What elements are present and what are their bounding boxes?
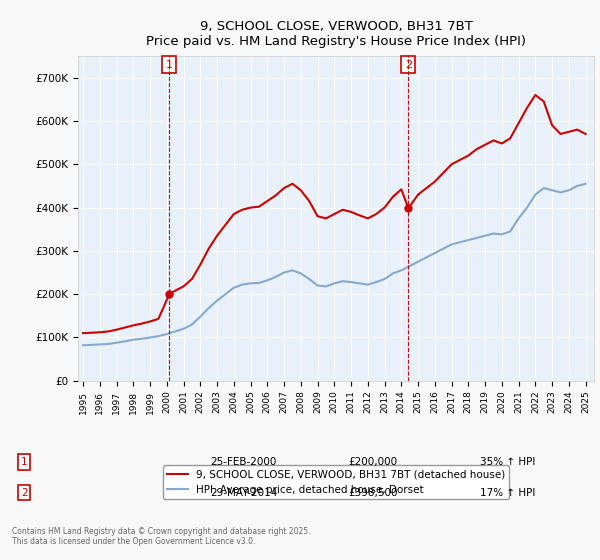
Text: 17% ↑ HPI: 17% ↑ HPI: [480, 488, 535, 498]
Text: 25-FEB-2000: 25-FEB-2000: [210, 457, 277, 467]
Text: £200,000: £200,000: [348, 457, 397, 467]
Text: 29-MAY-2014: 29-MAY-2014: [210, 488, 277, 498]
Text: 35% ↑ HPI: 35% ↑ HPI: [480, 457, 535, 467]
Title: 9, SCHOOL CLOSE, VERWOOD, BH31 7BT
Price paid vs. HM Land Registry's House Price: 9, SCHOOL CLOSE, VERWOOD, BH31 7BT Price…: [146, 20, 526, 48]
Text: 2: 2: [21, 488, 28, 498]
Text: 1: 1: [166, 60, 173, 69]
Text: 2: 2: [405, 60, 412, 69]
Text: 1: 1: [21, 457, 28, 467]
Legend: 9, SCHOOL CLOSE, VERWOOD, BH31 7BT (detached house), HPI: Average price, detache: 9, SCHOOL CLOSE, VERWOOD, BH31 7BT (deta…: [163, 465, 509, 499]
Text: £398,500: £398,500: [348, 488, 398, 498]
Text: Contains HM Land Registry data © Crown copyright and database right 2025.
This d: Contains HM Land Registry data © Crown c…: [12, 526, 311, 546]
